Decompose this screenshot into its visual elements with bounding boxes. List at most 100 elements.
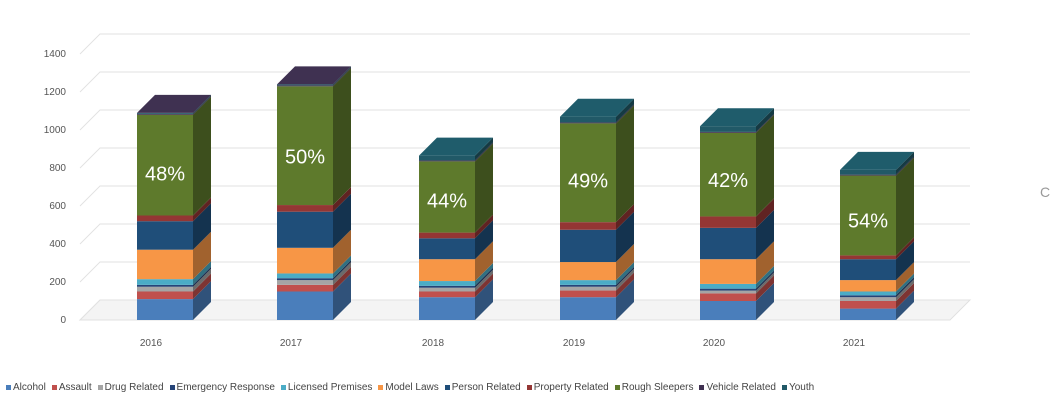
- legend-swatch: [169, 384, 175, 390]
- bar-segment-front: [419, 232, 475, 239]
- labels: 2016 2017 2018 2019 2020 2021 48% 50% 44% 49% 42% 5…: [140, 146, 888, 349]
- legend-label: Model Laws: [385, 382, 439, 393]
- bar-segment-side: [193, 266, 211, 287]
- bar-segment-front: [840, 175, 896, 256]
- bar-segment-side: [896, 277, 914, 298]
- bar-segment-front: [419, 160, 475, 162]
- bar-segment-front: [277, 86, 333, 206]
- bar-segment-front: [277, 278, 333, 281]
- bar-segment-front: [840, 308, 896, 320]
- bar-segment-front: [700, 131, 756, 133]
- bar-segment-front: [840, 255, 896, 260]
- legend-item: Vehicle Related: [699, 382, 776, 393]
- bar-segment-side: [896, 283, 914, 309]
- bar-segment-side: [475, 142, 493, 162]
- bar-segment-side: [475, 269, 493, 292]
- bar-segment-front: [560, 284, 616, 287]
- gridline: [79, 33, 970, 55]
- bar-segment-front: [419, 259, 475, 282]
- bar-segment-front: [277, 273, 333, 279]
- bar-segment-front: [419, 155, 475, 161]
- percent-annotation: 48%: [145, 163, 185, 185]
- bar-segment-side: [616, 104, 634, 124]
- bar-segment-front: [277, 211, 333, 248]
- gridline: [79, 109, 970, 131]
- bar-segment-side: [756, 265, 774, 289]
- x-tick-label: 2019: [563, 338, 586, 349]
- bar-segment-side: [193, 94, 211, 114]
- legend-label: Drug Related: [104, 382, 164, 393]
- bar-segment-front: [137, 249, 193, 280]
- bar-segment-side: [333, 255, 351, 279]
- bar-segment-side: [756, 113, 774, 133]
- legend-label: Licensed Premises: [287, 382, 373, 393]
- bar-segment-front: [840, 295, 896, 298]
- bar-segment-front: [277, 84, 333, 86]
- bar-segment-side: [616, 105, 634, 223]
- y-tick-label: 1000: [44, 125, 67, 136]
- legend-item: Person Related: [444, 382, 521, 393]
- bar-segment-side: [333, 273, 351, 320]
- gridline: [79, 299, 970, 321]
- bar-segment-side: [756, 270, 774, 291]
- bar-segment-front: [137, 112, 193, 114]
- percent-annotation: 44%: [427, 191, 467, 213]
- bar-segment-front: [277, 85, 333, 87]
- bar-segment-side: [333, 260, 351, 281]
- bar-segment-front: [419, 287, 475, 292]
- gridline: [79, 185, 970, 207]
- bar-segment-side: [756, 275, 774, 301]
- grid: [78, 33, 972, 321]
- legend-item: Emergency Response: [169, 382, 275, 393]
- bar-segment-side: [896, 156, 914, 176]
- bar-segment-side: [896, 151, 914, 175]
- bar-segment-side: [475, 273, 493, 298]
- y-axis: 0 200 400 600 800 1000 1200 1400: [44, 49, 67, 326]
- bar-segment-front: [277, 247, 333, 274]
- bar-segment-side: [193, 273, 211, 300]
- gridline: [79, 147, 970, 169]
- x-tick-label: 2017: [280, 338, 303, 349]
- bar-segment-side: [193, 268, 211, 292]
- legend-item: Youth: [781, 382, 814, 393]
- bar-segment-front: [560, 280, 616, 285]
- y-tick-label: 800: [49, 163, 66, 174]
- bar-segment-front: [560, 116, 616, 123]
- bar-segment-front: [840, 280, 896, 292]
- bar-segment-front: [419, 291, 475, 298]
- bar-segment-side: [756, 114, 774, 217]
- bar-segment-front: [560, 262, 616, 281]
- bar-segment-side: [333, 229, 351, 274]
- bar-segment-front: [277, 205, 333, 212]
- bar-segment-side: [896, 262, 914, 292]
- bar-segment-side: [475, 220, 493, 260]
- bar-segment-side: [475, 279, 493, 320]
- legend-item: Assault: [51, 382, 92, 393]
- y-tick-label: 600: [49, 201, 66, 212]
- bar-segment-front: [137, 113, 193, 115]
- legend-item: Alcohol: [6, 382, 46, 393]
- bar-segment-front: [419, 285, 475, 288]
- bar-segment-front: [700, 288, 756, 291]
- bar-segment-front: [277, 280, 333, 285]
- legend-label: Property Related: [533, 382, 609, 393]
- bar-segment-side: [616, 268, 634, 291]
- legend-item: Drug Related: [97, 382, 164, 393]
- bar-segment-front: [560, 222, 616, 230]
- bar-segment-side: [193, 281, 211, 320]
- bar-top-cap: [560, 98, 634, 117]
- bar-segment-side: [756, 283, 774, 320]
- legend-label: Person Related: [451, 382, 521, 393]
- bar-segment-front: [137, 286, 193, 292]
- bar-segment-side: [333, 262, 351, 285]
- bar-segment-side: [616, 272, 634, 298]
- bar-segment-front: [700, 290, 756, 294]
- bar-segment-front: [700, 259, 756, 284]
- bar-segment-side: [616, 204, 634, 230]
- bar-2019: [560, 98, 634, 320]
- legend-swatch: [614, 384, 620, 390]
- gridline: [79, 223, 970, 245]
- bar-segment-side: [616, 211, 634, 263]
- bar-segment-side: [475, 143, 493, 233]
